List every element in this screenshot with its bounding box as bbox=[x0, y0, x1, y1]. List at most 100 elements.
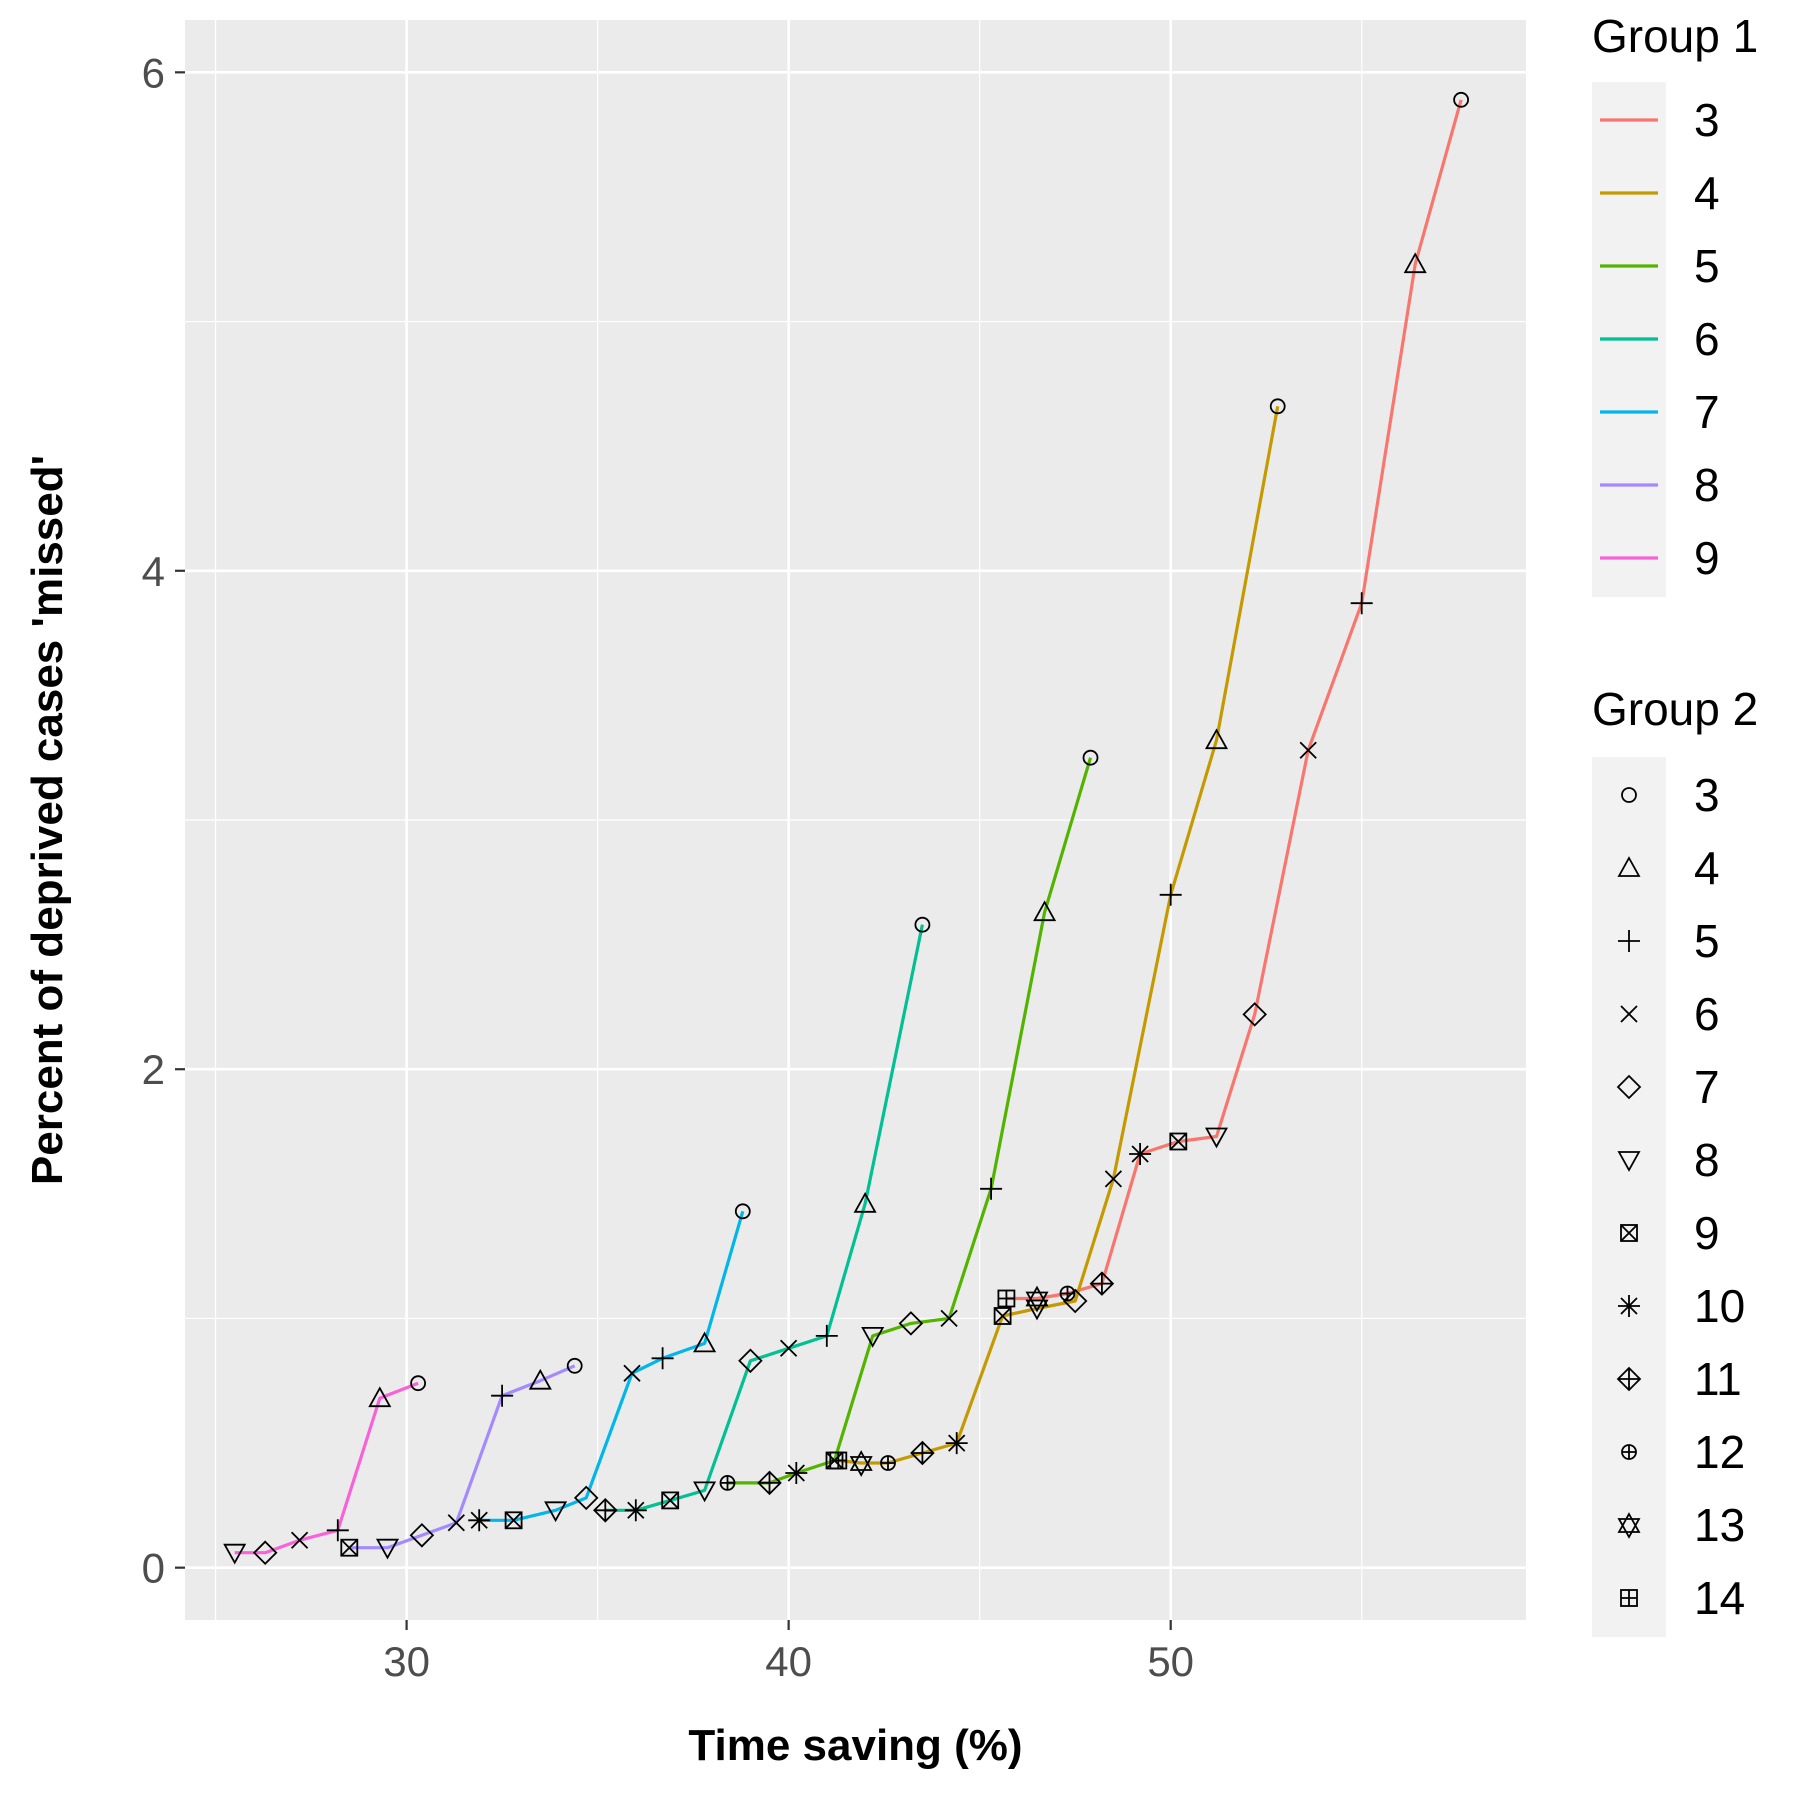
data-point-shape-11 bbox=[910, 1440, 935, 1466]
y-axis-title: Percent of deprived cases 'missed' bbox=[23, 455, 72, 1185]
data-point-shape-3 bbox=[566, 1357, 583, 1374]
series-line-9 bbox=[234, 1381, 419, 1555]
data-point-shape-10 bbox=[785, 1462, 808, 1484]
data-point-shape-6 bbox=[1299, 741, 1317, 759]
legend-group-1-title: Group 1 bbox=[1592, 10, 1758, 62]
data-point-shape-13 bbox=[1025, 1285, 1049, 1313]
data-point-shape-5 bbox=[651, 1347, 674, 1370]
legend-label-5: 5 bbox=[1694, 240, 1720, 292]
data-point-shape-5 bbox=[326, 1519, 349, 1542]
data-point-shape-4 bbox=[853, 1191, 877, 1213]
data-point-shape-13 bbox=[849, 1450, 873, 1477]
legend-shape-label-6: 6 bbox=[1694, 988, 1720, 1040]
legend-group-2: Group 2 3 4 5 6 7 8 9 10 11 12 13 14 bbox=[1592, 683, 1758, 1637]
legend-shape-label-14: 14 bbox=[1694, 1572, 1745, 1624]
data-point-shape-3 bbox=[1082, 749, 1099, 766]
data-point-shape-5 bbox=[491, 1384, 514, 1407]
legend-shape-label-11: 11 bbox=[1694, 1353, 1742, 1405]
data-point-shape-8 bbox=[375, 1538, 400, 1560]
data-point-shape-4 bbox=[1033, 900, 1057, 922]
data-point-shape-3 bbox=[410, 1375, 427, 1392]
legend-shape-label-8: 8 bbox=[1694, 1134, 1720, 1186]
legend-shape-label-13: 13 bbox=[1694, 1499, 1745, 1551]
series-line-6 bbox=[605, 924, 924, 1512]
data-point-shape-9 bbox=[661, 1491, 680, 1510]
data-point-shape-4 bbox=[1403, 252, 1427, 274]
x-tick-label: 30 bbox=[383, 1638, 430, 1685]
data-point-shape-14 bbox=[997, 1289, 1016, 1308]
gridlines bbox=[185, 20, 1526, 1620]
y-tick-label: 4 bbox=[142, 548, 165, 595]
legend-shape-label-9: 9 bbox=[1694, 1207, 1720, 1259]
axes: 30 40 50 0 2 4 6 bbox=[142, 49, 1194, 1685]
data-point-shape-5 bbox=[815, 1324, 838, 1347]
data-point-shape-7 bbox=[252, 1540, 278, 1565]
data-point-shape-3 bbox=[1269, 398, 1286, 415]
data-point-shape-11 bbox=[1089, 1271, 1115, 1296]
data-point-shape-3 bbox=[1453, 91, 1469, 108]
data-point-shape-7 bbox=[573, 1485, 599, 1511]
data-point-shape-11 bbox=[593, 1498, 618, 1523]
legend-label-9: 9 bbox=[1694, 532, 1720, 584]
legend-shape-label-12: 12 bbox=[1694, 1426, 1745, 1478]
data-point-shape-3 bbox=[734, 1203, 751, 1220]
data-point-shape-6 bbox=[623, 1364, 641, 1382]
legend-label-7: 7 bbox=[1694, 386, 1720, 438]
x-tick-label: 40 bbox=[765, 1638, 812, 1685]
data-point-shape-9 bbox=[993, 1307, 1012, 1325]
legend-group-2-title: Group 2 bbox=[1592, 683, 1758, 735]
data-point-shape-4 bbox=[1204, 728, 1229, 750]
data-point-shape-5 bbox=[1350, 592, 1373, 615]
x-tick-label: 50 bbox=[1147, 1638, 1194, 1685]
legend-shape-label-5: 5 bbox=[1694, 915, 1720, 967]
series-line-5 bbox=[727, 757, 1093, 1485]
legend-shape-key-4 bbox=[1617, 856, 1641, 877]
legend-shape-label-7: 7 bbox=[1694, 1061, 1720, 1113]
legend-shape-key-13 bbox=[1617, 1512, 1641, 1539]
data-point-shape-8 bbox=[1025, 1299, 1049, 1321]
data-point-shape-6 bbox=[940, 1309, 958, 1328]
data-point-shape-7 bbox=[1242, 1002, 1267, 1027]
data-point-shape-4 bbox=[368, 1386, 392, 1408]
data-point-shape-9 bbox=[504, 1511, 523, 1530]
data-point-shape-9 bbox=[1169, 1132, 1188, 1151]
legend-shape-key-6 bbox=[1620, 1005, 1638, 1023]
legend-shape-key-10 bbox=[1618, 1295, 1640, 1317]
legend-label-8: 8 bbox=[1694, 459, 1720, 511]
legend-label-4: 4 bbox=[1694, 167, 1720, 219]
data-point-shape-6 bbox=[290, 1531, 309, 1549]
legend-group-1: Group 1 3 4 5 6 7 8 9 bbox=[1592, 10, 1758, 597]
y-tick-label: 0 bbox=[142, 1545, 165, 1592]
data-point-shape-10 bbox=[945, 1432, 968, 1455]
data-point-shape-12 bbox=[719, 1475, 736, 1491]
data-point-shape-9 bbox=[825, 1451, 844, 1470]
data-point-shape-3 bbox=[914, 916, 931, 933]
data-point-shape-4 bbox=[693, 1331, 717, 1353]
data-point-shape-8 bbox=[544, 1501, 568, 1523]
data-point-shape-8 bbox=[223, 1543, 247, 1565]
legend-label-3: 3 bbox=[1694, 94, 1720, 146]
data-point-shape-7 bbox=[738, 1348, 763, 1374]
legend-shape-label-10: 10 bbox=[1694, 1280, 1745, 1332]
data-point-shape-6 bbox=[447, 1514, 465, 1532]
data-point-shape-5 bbox=[1159, 883, 1182, 906]
legend-shape-key-11 bbox=[1616, 1366, 1642, 1392]
data-point-shape-9 bbox=[340, 1538, 359, 1557]
data-point-shape-8 bbox=[693, 1481, 717, 1503]
data-point-shape-10 bbox=[1129, 1143, 1152, 1165]
data-point-shape-8 bbox=[861, 1327, 885, 1348]
data-point-shape-11 bbox=[757, 1470, 782, 1496]
legend-shape-key-3 bbox=[1621, 787, 1637, 803]
data-point-shape-5 bbox=[980, 1177, 1003, 1200]
data-point-shape-7 bbox=[1062, 1288, 1088, 1314]
data-points bbox=[223, 91, 1469, 1565]
data-point-shape-8 bbox=[1204, 1127, 1229, 1149]
data-point-shape-6 bbox=[1104, 1170, 1123, 1188]
data-point-shape-12 bbox=[880, 1455, 896, 1471]
data-point-shape-10 bbox=[624, 1499, 647, 1522]
legend-shape-label-3: 3 bbox=[1694, 769, 1720, 821]
data-point-shape-6 bbox=[779, 1339, 798, 1357]
data-point-shape-7 bbox=[898, 1311, 924, 1336]
data-point-shape-7 bbox=[409, 1523, 435, 1548]
